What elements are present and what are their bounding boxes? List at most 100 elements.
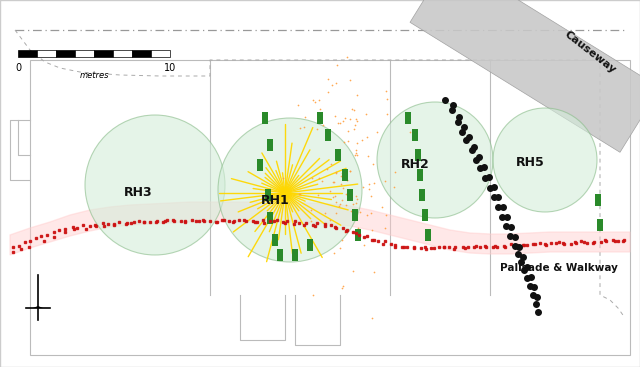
Point (341, 191, 351, 197)
Circle shape (377, 102, 493, 218)
Bar (37, 50, 56, 57)
Point (327, 82, 337, 88)
Point (323, 89, 333, 95)
Point (351, 148, 361, 153)
Point (390, 168, 400, 174)
Bar (265, 189, 271, 201)
Point (348, 201, 358, 207)
Point (339, 115, 349, 121)
Text: 10: 10 (164, 63, 176, 73)
Point (355, 208, 365, 214)
Point (382, 110, 392, 116)
Bar (307, 239, 313, 251)
Point (351, 193, 362, 199)
Bar (262, 112, 268, 124)
Point (345, 116, 355, 122)
Point (351, 150, 362, 156)
Point (342, 177, 353, 183)
Bar (355, 229, 361, 241)
Point (331, 200, 341, 206)
Point (335, 181, 346, 187)
Point (307, 292, 317, 298)
Point (348, 106, 358, 112)
Point (351, 152, 362, 157)
Point (332, 80, 342, 86)
Point (310, 99, 320, 105)
Point (381, 212, 392, 218)
Point (316, 106, 326, 112)
Point (335, 201, 345, 207)
Point (337, 237, 348, 243)
Point (332, 210, 342, 216)
Point (369, 269, 380, 275)
Point (366, 211, 376, 217)
Point (294, 191, 304, 197)
Bar (422, 209, 428, 221)
Point (342, 128, 353, 134)
Bar (30, 60, 630, 355)
Bar (419, 189, 425, 201)
Point (299, 124, 309, 130)
Point (314, 175, 324, 181)
Point (369, 180, 379, 186)
Point (333, 120, 344, 126)
Bar (352, 209, 358, 221)
Point (277, 175, 287, 181)
Bar (405, 112, 411, 124)
Circle shape (85, 115, 225, 255)
Point (349, 126, 360, 132)
Bar (75, 50, 94, 57)
Point (337, 197, 348, 203)
Point (351, 200, 361, 206)
Text: 0: 0 (15, 63, 21, 73)
Point (377, 204, 387, 210)
Point (328, 179, 338, 185)
Point (295, 191, 305, 197)
Point (337, 185, 348, 190)
Bar (412, 129, 418, 141)
Polygon shape (33, 306, 43, 308)
Point (352, 196, 362, 202)
Point (337, 170, 348, 175)
Bar (597, 219, 603, 231)
Bar (595, 194, 601, 206)
Text: Palisade & Walkway: Palisade & Walkway (500, 263, 618, 273)
Bar (113, 50, 132, 57)
Point (295, 125, 305, 131)
Point (356, 137, 367, 143)
Point (344, 168, 355, 174)
Point (366, 193, 376, 199)
Point (329, 250, 339, 256)
Point (333, 148, 343, 154)
Point (332, 169, 342, 175)
Point (307, 207, 317, 213)
Bar (94, 50, 113, 57)
Point (352, 119, 362, 124)
Point (352, 92, 362, 98)
Point (364, 181, 374, 187)
Point (317, 122, 328, 128)
Point (389, 184, 399, 190)
Point (382, 97, 392, 102)
Point (334, 203, 344, 209)
Point (323, 76, 333, 82)
Point (371, 129, 381, 135)
Point (329, 179, 339, 185)
Point (346, 208, 356, 214)
Bar (417, 169, 423, 181)
Point (380, 225, 390, 230)
Point (350, 123, 360, 128)
Point (342, 177, 352, 183)
Bar (132, 50, 151, 57)
Point (352, 141, 362, 146)
Point (306, 218, 316, 224)
Point (346, 196, 356, 202)
Point (359, 242, 369, 248)
Text: RH5: RH5 (516, 156, 545, 168)
Text: RH2: RH2 (401, 159, 429, 171)
Bar (415, 149, 421, 161)
Point (312, 126, 323, 132)
Point (380, 178, 390, 184)
Point (349, 152, 360, 158)
Bar (347, 189, 353, 201)
